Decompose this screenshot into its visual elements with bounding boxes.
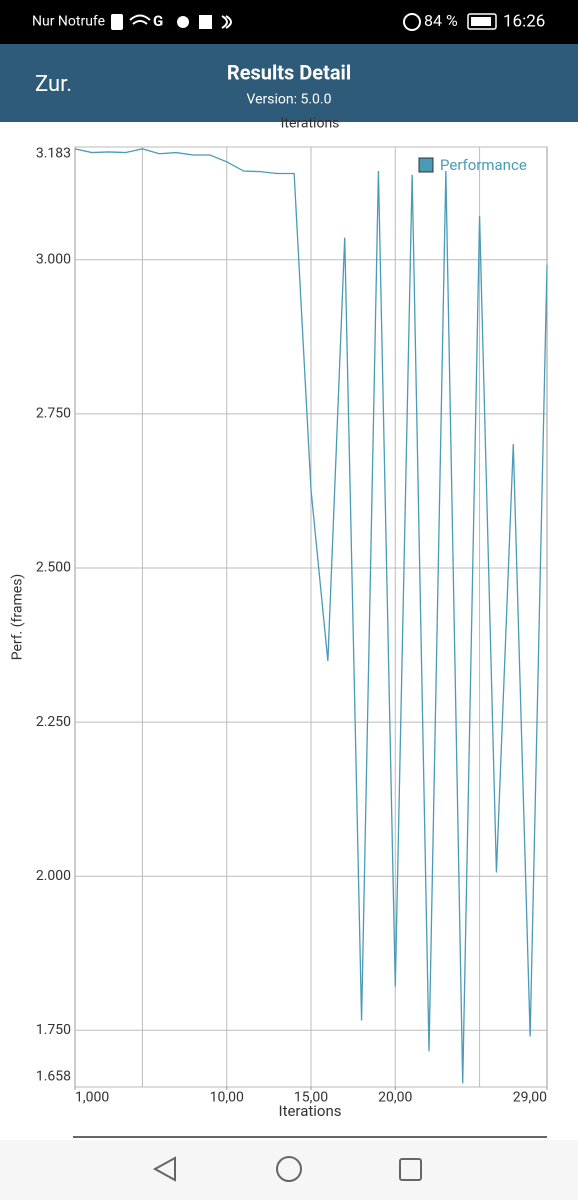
status-icons: G [111, 12, 497, 31]
y-tick-label: 1.750 [36, 1022, 71, 1038]
legend-label: Performance [440, 156, 527, 174]
y-tick-label: 1.658 [36, 1069, 71, 1085]
carrier: Nur Notrufe [32, 14, 105, 30]
svg-text:G: G [153, 12, 163, 30]
battery: 84 % [424, 11, 458, 30]
cut-axis-label: Iterations [281, 116, 340, 132]
x-tick-label: 15,00 [294, 1090, 328, 1106]
header-title: Results Detail [227, 60, 351, 84]
y-tick-label: 3.000 [36, 252, 71, 268]
nav-bar [0, 1140, 578, 1200]
x-axis-label: Iterations [278, 1102, 341, 1120]
clock: 16:26 [503, 11, 545, 31]
nav-back[interactable] [152, 1156, 176, 1182]
x-tick-label: 1,000 [75, 1090, 109, 1106]
y-tick-label: 2.250 [36, 714, 71, 730]
legend-swatch [418, 157, 434, 173]
header-subtitle: Version: 5.0.0 [247, 92, 332, 108]
x-tick-label: 29,00 [513, 1090, 547, 1106]
nav-recent[interactable] [399, 1158, 422, 1181]
data-line [74, 148, 548, 1084]
y-tick-label: 3.183 [36, 146, 71, 162]
back-button[interactable]: Zur. [35, 72, 72, 97]
y-axis-label: Perf. (frames) [10, 574, 26, 661]
y-tick-label: 2.000 [36, 868, 71, 884]
x-tick-label: 10,00 [210, 1090, 244, 1106]
app-header [0, 44, 578, 122]
y-tick-label: 2.500 [36, 560, 71, 576]
y-tick-label: 2.750 [36, 406, 71, 422]
nav-home[interactable] [276, 1156, 302, 1182]
x-tick-label: 20,00 [378, 1090, 412, 1106]
chart: 1.658 1.750 2.000 2.250 2.500 2.750 3.000 3.183… [36, 146, 548, 1106]
